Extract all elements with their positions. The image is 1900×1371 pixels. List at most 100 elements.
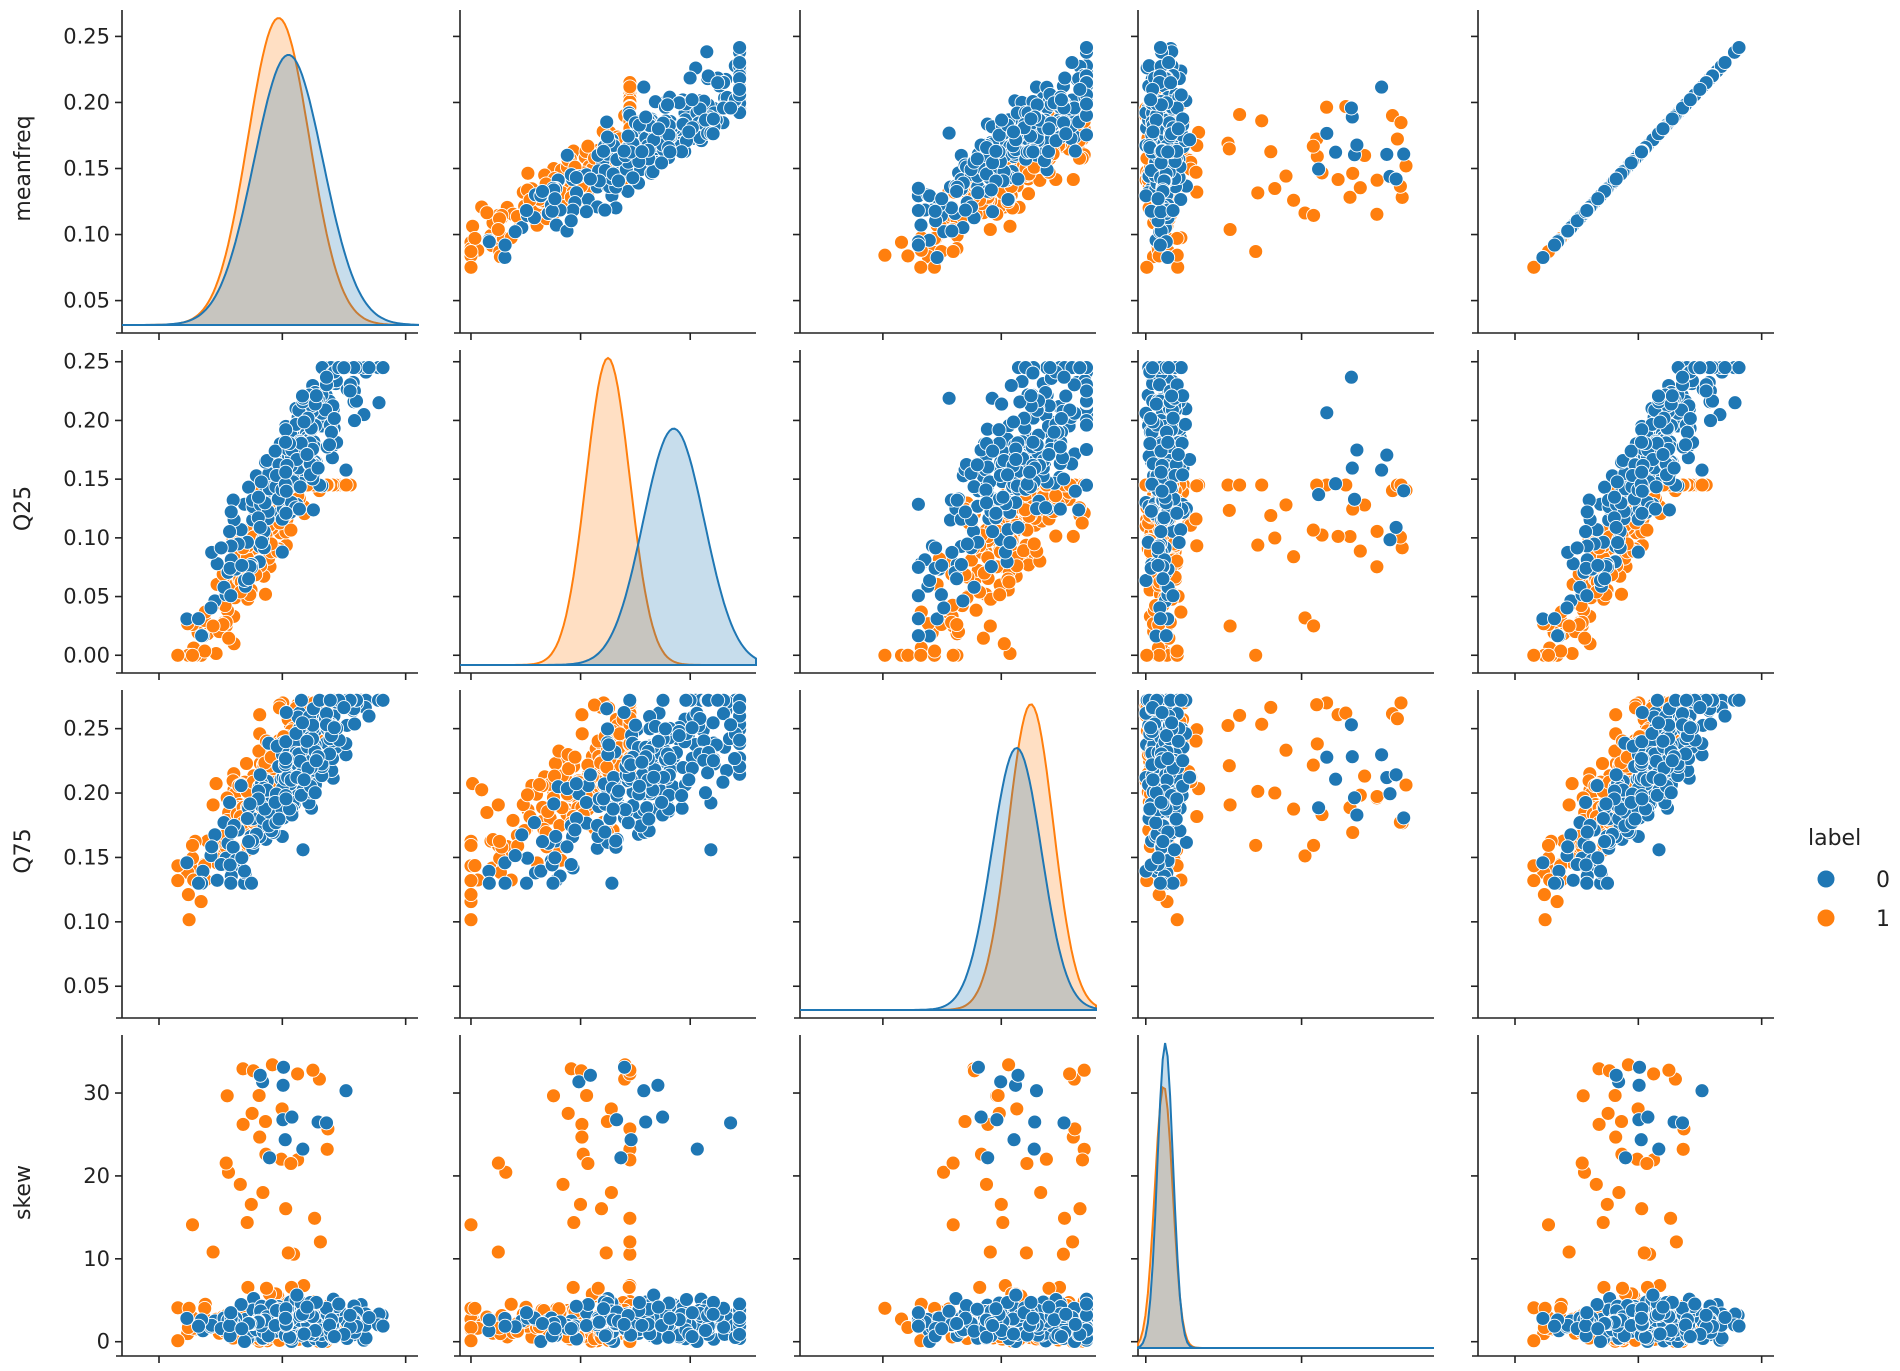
- point-label-0: [969, 151, 985, 167]
- point-label-1: [992, 587, 1008, 603]
- point-label-0: [559, 147, 575, 163]
- point-label-0: [179, 855, 195, 871]
- point-label-0: [1559, 600, 1575, 616]
- point-label-0: [1608, 519, 1624, 535]
- point-label-0: [1079, 40, 1094, 55]
- y-tick-label: 0.05: [63, 289, 110, 313]
- point-label-0: [1647, 501, 1663, 517]
- point-label-0: [1000, 192, 1016, 207]
- point-label-0: [203, 600, 219, 616]
- point-label-0: [322, 692, 338, 708]
- point-label-0: [1608, 171, 1624, 187]
- point-label-0: [1648, 479, 1664, 495]
- point-label-1: [180, 887, 196, 903]
- point-label-0: [994, 396, 1010, 412]
- point-label-1: [1330, 528, 1346, 544]
- panel-meanfreq-vs-Q25-1: [453, 10, 756, 340]
- y-tick-label: 0.10: [63, 910, 110, 934]
- point-label-0: [338, 462, 354, 478]
- point-label-0: [953, 557, 969, 572]
- point-label-0: [966, 579, 982, 595]
- point-label-0: [596, 143, 611, 159]
- point-label-0: [481, 234, 497, 250]
- point-label-0: [699, 44, 715, 60]
- point-label-0: [1164, 388, 1180, 404]
- point-label-0: [600, 129, 615, 145]
- point-label-1: [1369, 559, 1385, 575]
- point-label-1: [170, 873, 186, 889]
- point-label-0: [1396, 146, 1412, 162]
- point-label-0: [1153, 524, 1169, 540]
- point-label-0: [1651, 388, 1666, 404]
- point-label-0: [242, 796, 258, 812]
- point-label-1: [1189, 478, 1205, 494]
- point-label-0: [620, 128, 636, 144]
- point-label-0: [1079, 417, 1094, 433]
- point-label-0: [578, 204, 594, 220]
- point-label-0: [1609, 474, 1625, 490]
- point-label-1: [1151, 647, 1167, 663]
- point-label-0: [1071, 502, 1087, 518]
- point-label-0: [274, 544, 290, 560]
- point-label-0: [732, 55, 748, 70]
- point-label-1: [900, 248, 916, 264]
- y-tick-label: 0.15: [63, 157, 110, 181]
- point-label-0: [1319, 125, 1335, 141]
- point-label-0: [1717, 55, 1733, 70]
- point-label-1: [1248, 647, 1264, 663]
- point-label-1: [982, 222, 998, 237]
- point-label-0: [955, 593, 971, 609]
- point-label-0: [1731, 360, 1747, 376]
- point-label-1: [1306, 618, 1322, 634]
- point-label-0: [204, 839, 220, 855]
- y-tick-label: 0.20: [63, 781, 110, 805]
- point-label-0: [1170, 447, 1186, 462]
- point-label-0: [983, 559, 999, 575]
- point-label-0: [234, 557, 250, 573]
- point-label-1: [252, 707, 268, 723]
- point-label-1: [900, 647, 916, 663]
- point-label-0: [1682, 411, 1698, 426]
- point-label-0: [732, 40, 748, 55]
- point-label-1: [1278, 168, 1294, 184]
- point-label-1: [1369, 206, 1385, 222]
- point-label-1: [1250, 185, 1266, 201]
- point-label-0: [191, 875, 206, 891]
- point-label-1: [1188, 164, 1204, 180]
- point-label-0: [239, 811, 255, 826]
- point-label-0: [1057, 70, 1073, 86]
- point-label-1: [913, 259, 929, 275]
- point-label-0: [278, 434, 293, 450]
- point-label-1: [1248, 244, 1264, 259]
- point-label-1: [185, 837, 200, 853]
- point-label-0: [1682, 92, 1698, 108]
- point-label-0: [936, 600, 952, 616]
- point-label-0: [223, 824, 239, 840]
- point-label-1: [1342, 189, 1358, 205]
- point-label-0: [1025, 434, 1041, 450]
- point-label-0: [1067, 143, 1083, 159]
- point-label-0: [1038, 500, 1054, 516]
- point-label-0: [278, 483, 294, 499]
- point-label-0: [660, 97, 675, 113]
- point-label-0: [1156, 510, 1172, 526]
- point-label-0: [985, 524, 1001, 540]
- point-label-0: [1150, 191, 1166, 207]
- point-label-0: [1143, 503, 1159, 519]
- point-label-0: [1675, 369, 1690, 385]
- point-label-0: [1347, 491, 1362, 507]
- point-label-0: [988, 505, 1004, 521]
- point-label-0: [347, 413, 362, 429]
- point-label-0: [278, 705, 294, 720]
- point-label-0: [1056, 471, 1072, 487]
- point-label-0: [1607, 489, 1622, 505]
- point-label-0: [1022, 464, 1038, 480]
- point-label-0: [292, 479, 308, 495]
- point-label-1: [1389, 131, 1405, 147]
- point-label-0: [994, 112, 1010, 128]
- y-tick-label: 0.25: [63, 717, 110, 741]
- point-label-0: [1569, 540, 1585, 556]
- point-label-0: [563, 213, 579, 229]
